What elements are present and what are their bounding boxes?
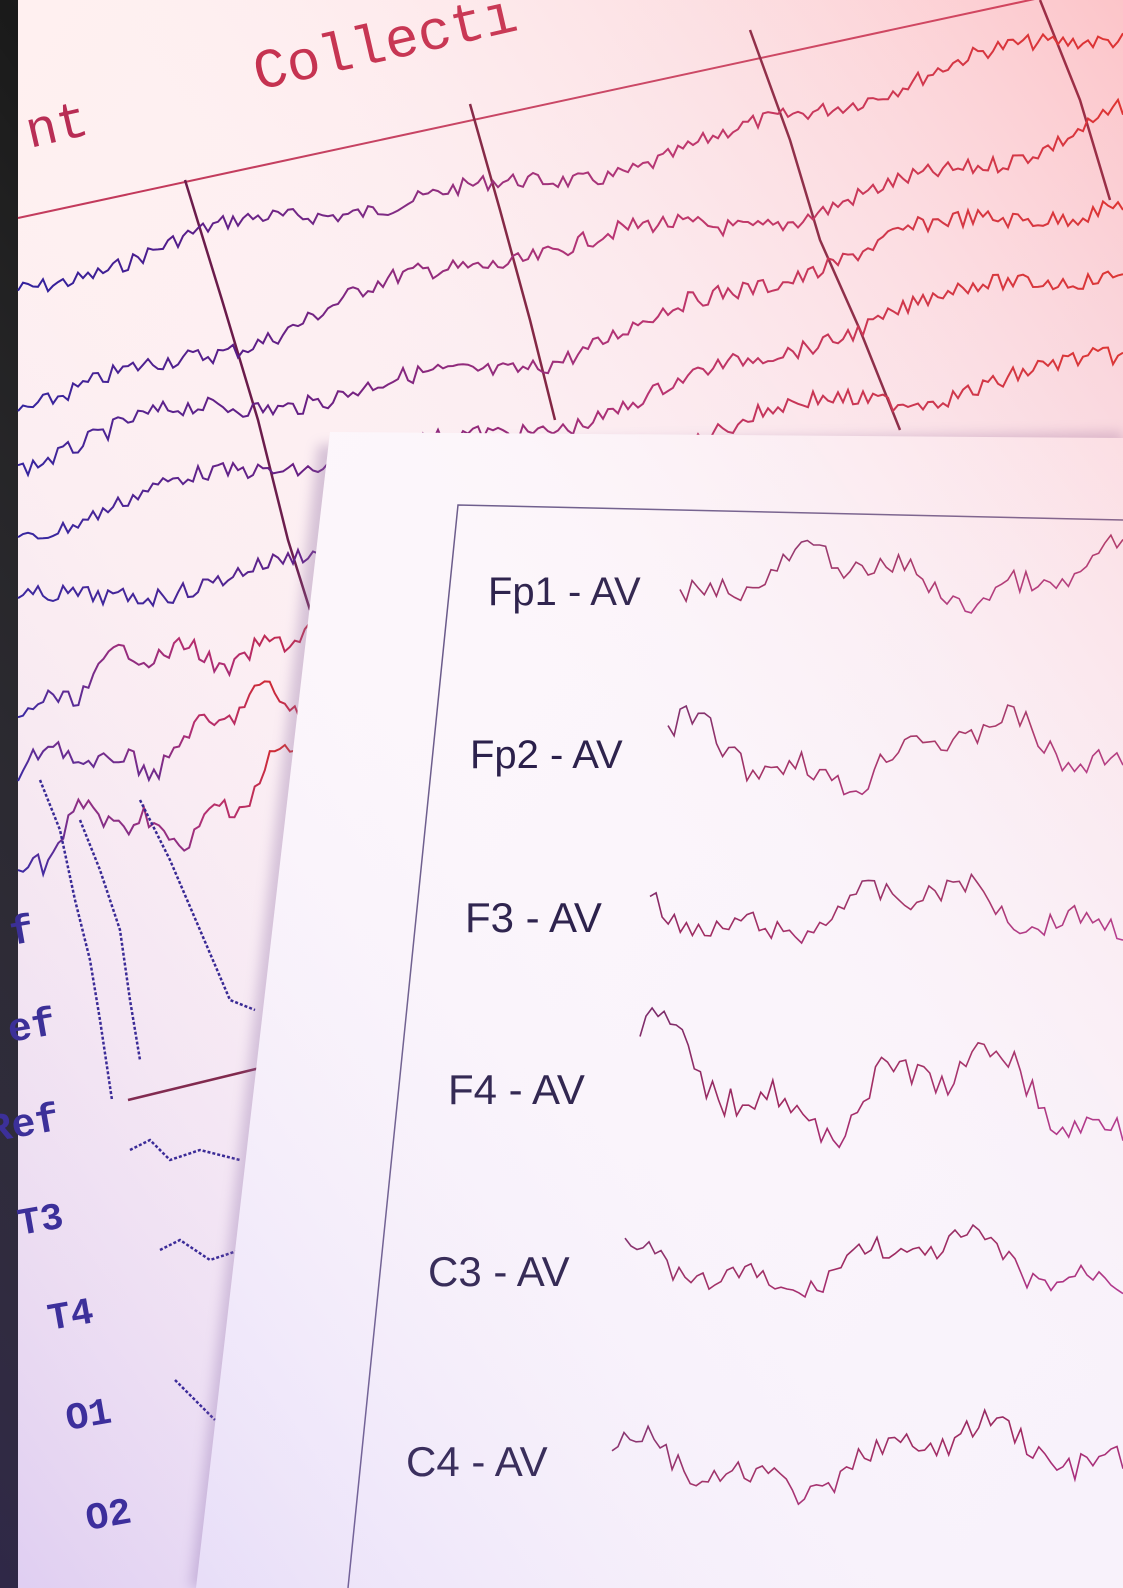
channel-label-fp2: Fp2 - AV (470, 733, 623, 777)
back-label-t3: T3 (15, 1197, 67, 1247)
back-label-t4: T4 (45, 1292, 97, 1342)
back-label-o1: O1 (63, 1392, 115, 1442)
channel-label-f4: F4 - AV (448, 1066, 585, 1113)
back-label-ef: ef (4, 1002, 59, 1055)
channel-label-f3: F3 - AV (465, 894, 602, 941)
back-label-o2: O2 (83, 1492, 135, 1542)
left-edge-shadow (0, 0, 18, 1588)
channel-label-fp1: Fp1 - AV (488, 570, 641, 614)
channel-label-c3: C3 - AV (428, 1248, 570, 1295)
channel-label-c4: C4 - AV (406, 1438, 548, 1485)
